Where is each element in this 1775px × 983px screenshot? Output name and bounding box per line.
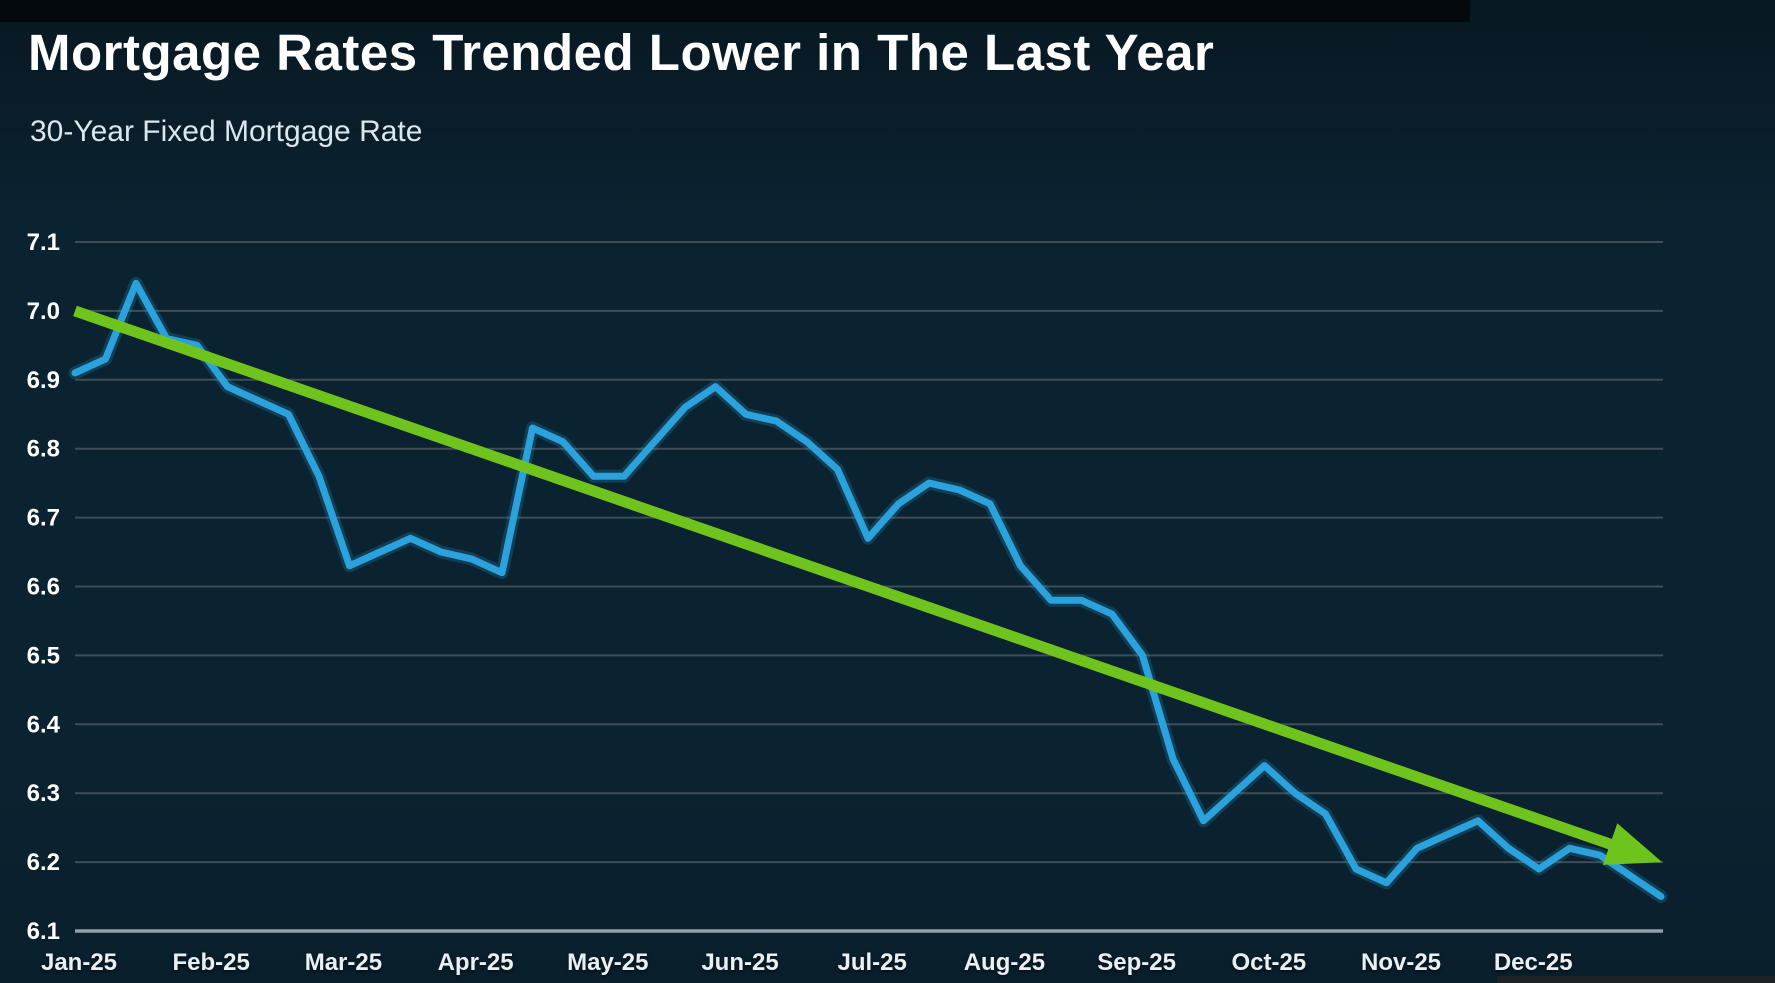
x-axis-month-label: Oct-25 — [1231, 949, 1306, 976]
gridlines — [75, 241, 1663, 933]
y-axis-tick-label: 7.0 — [27, 298, 60, 325]
y-axis-tick-label: 6.8 — [27, 436, 60, 463]
x-axis: Jan-25 Feb-25 Mar-25 Apr-25 May-25 Jun-25 Jul-… — [41, 949, 1573, 976]
y-axis-tick-label: 6.3 — [27, 780, 60, 807]
y-axis-tick-label: 6.7 — [27, 505, 60, 532]
y-axis-tick-label: 6.4 — [27, 711, 61, 738]
trend-arrow-line — [73, 305, 1662, 865]
y-axis: 7.1 7.0 6.9 6.8 6.7 6.6 6.5 6.4 6.3 6.2 6.1 — [27, 229, 61, 945]
series — [68, 276, 1668, 903]
top-black-bar — [0, 0, 1470, 22]
y-axis-tick-label: 6.2 — [27, 849, 60, 876]
x-axis-month-label: Dec-25 — [1494, 949, 1573, 976]
x-axis-month-label: May-25 — [567, 949, 648, 976]
x-axis-month-label: Aug-25 — [964, 949, 1045, 976]
x-axis-month-label: Jun-25 — [701, 949, 778, 976]
chart-title: Mortgage Rates Trended Lower in The Last… — [28, 24, 1215, 81]
x-axis-month-label: Apr-25 — [438, 949, 514, 976]
rate-line-series — [71, 279, 1665, 900]
chart-subtitle: 30-Year Fixed Mortgage Rate — [30, 115, 423, 148]
x-axis-month-label: Feb-25 — [173, 949, 250, 976]
y-axis-tick-label: 6.6 — [27, 574, 60, 601]
y-axis-tick-label: 6.5 — [27, 642, 60, 669]
x-axis-month-label: Nov-25 — [1361, 949, 1441, 976]
bottom-black-bar — [1497, 976, 1775, 983]
x-axis-month-label: Jul-25 — [838, 949, 907, 976]
x-axis-month-label: Mar-25 — [305, 949, 382, 976]
y-axis-tick-label: 6.1 — [27, 918, 60, 945]
y-axis-tick-label: 7.1 — [27, 229, 60, 256]
x-axis-month-label: Jan-25 — [41, 949, 117, 976]
x-axis-month-label: Sep-25 — [1097, 949, 1176, 976]
y-axis-tick-label: 6.9 — [27, 367, 60, 394]
